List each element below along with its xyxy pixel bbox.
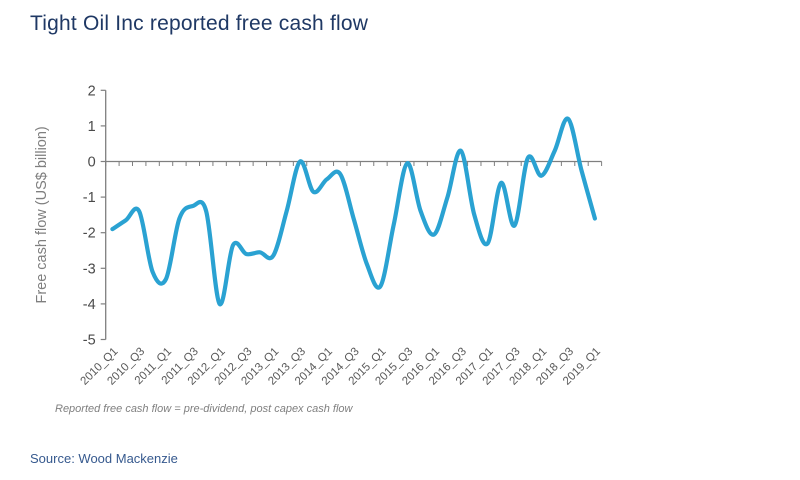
y-tick-label: -2 [83,226,96,242]
free-cash-flow-line-chart: 210-1-2-3-4-52010_Q12010_Q32011_Q12011_Q… [34,83,603,387]
y-tick-label: -5 [83,333,96,349]
free-cash-flow-line-series [110,116,597,307]
y-tick-label: 2 [88,83,96,99]
y-tick-label: -1 [83,190,96,206]
y-tick-label: 0 [88,155,96,171]
y-tick-label: -4 [83,297,96,313]
y-axis-title: Free cash flow (US$ billion) [34,126,50,303]
y-tick-label: -3 [83,261,96,277]
y-tick-label: 1 [88,119,96,135]
source-text: Source: Wood Mackenzie [30,451,178,466]
chart-title: Tight Oil Inc reported free cash flow [30,12,369,35]
chart-footnote: Reported free cash flow = pre-dividend, … [55,403,353,415]
